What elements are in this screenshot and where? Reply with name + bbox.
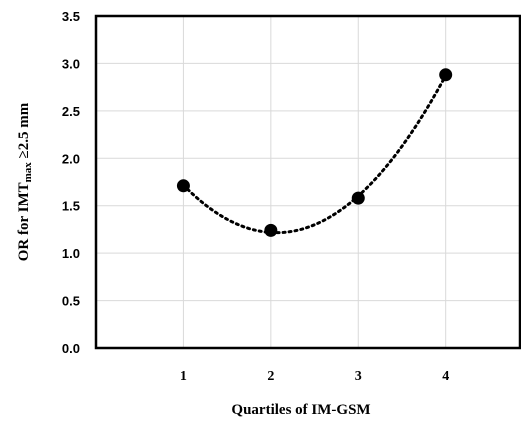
y-tick-label: 0.5 xyxy=(62,294,80,309)
y-axis-label-subscript: max xyxy=(22,162,34,183)
x-tick-label: 2 xyxy=(267,369,274,384)
y-tick-label: 3.0 xyxy=(62,56,80,71)
y-axis-label: OR for IMTmax ≥2.5 mm xyxy=(16,102,34,261)
y-axis-label-prefix: OR for IMT xyxy=(16,182,32,261)
x-tick-label: 1 xyxy=(180,369,187,384)
data-point xyxy=(176,179,190,193)
data-point xyxy=(351,191,365,205)
y-tick-label: 1.0 xyxy=(62,246,80,261)
y-axis-label-suffix: ≥2.5 mm xyxy=(16,102,32,162)
data-point xyxy=(264,223,278,237)
y-tick-label: 2.0 xyxy=(62,151,80,166)
y-tick-labels: 0.0 0.5 1.0 1.5 2.0 2.5 3.0 3.5 xyxy=(62,9,80,356)
gridlines xyxy=(96,16,520,348)
x-tick-label: 4 xyxy=(442,369,449,384)
data-points xyxy=(176,68,453,237)
plot-frame xyxy=(94,14,521,350)
trendline xyxy=(181,74,448,235)
y-tick-label: 2.5 xyxy=(62,104,80,119)
y-tick-label: 3.5 xyxy=(62,9,80,24)
y-tick-label: 1.5 xyxy=(62,199,80,214)
x-tick-labels: 1 2 3 4 xyxy=(180,369,449,384)
y-tick-label: 0.0 xyxy=(62,341,80,356)
data-point xyxy=(439,68,453,82)
x-tick-label: 3 xyxy=(355,369,362,384)
x-axis-label: Quartiles of IM-GSM xyxy=(231,402,370,418)
